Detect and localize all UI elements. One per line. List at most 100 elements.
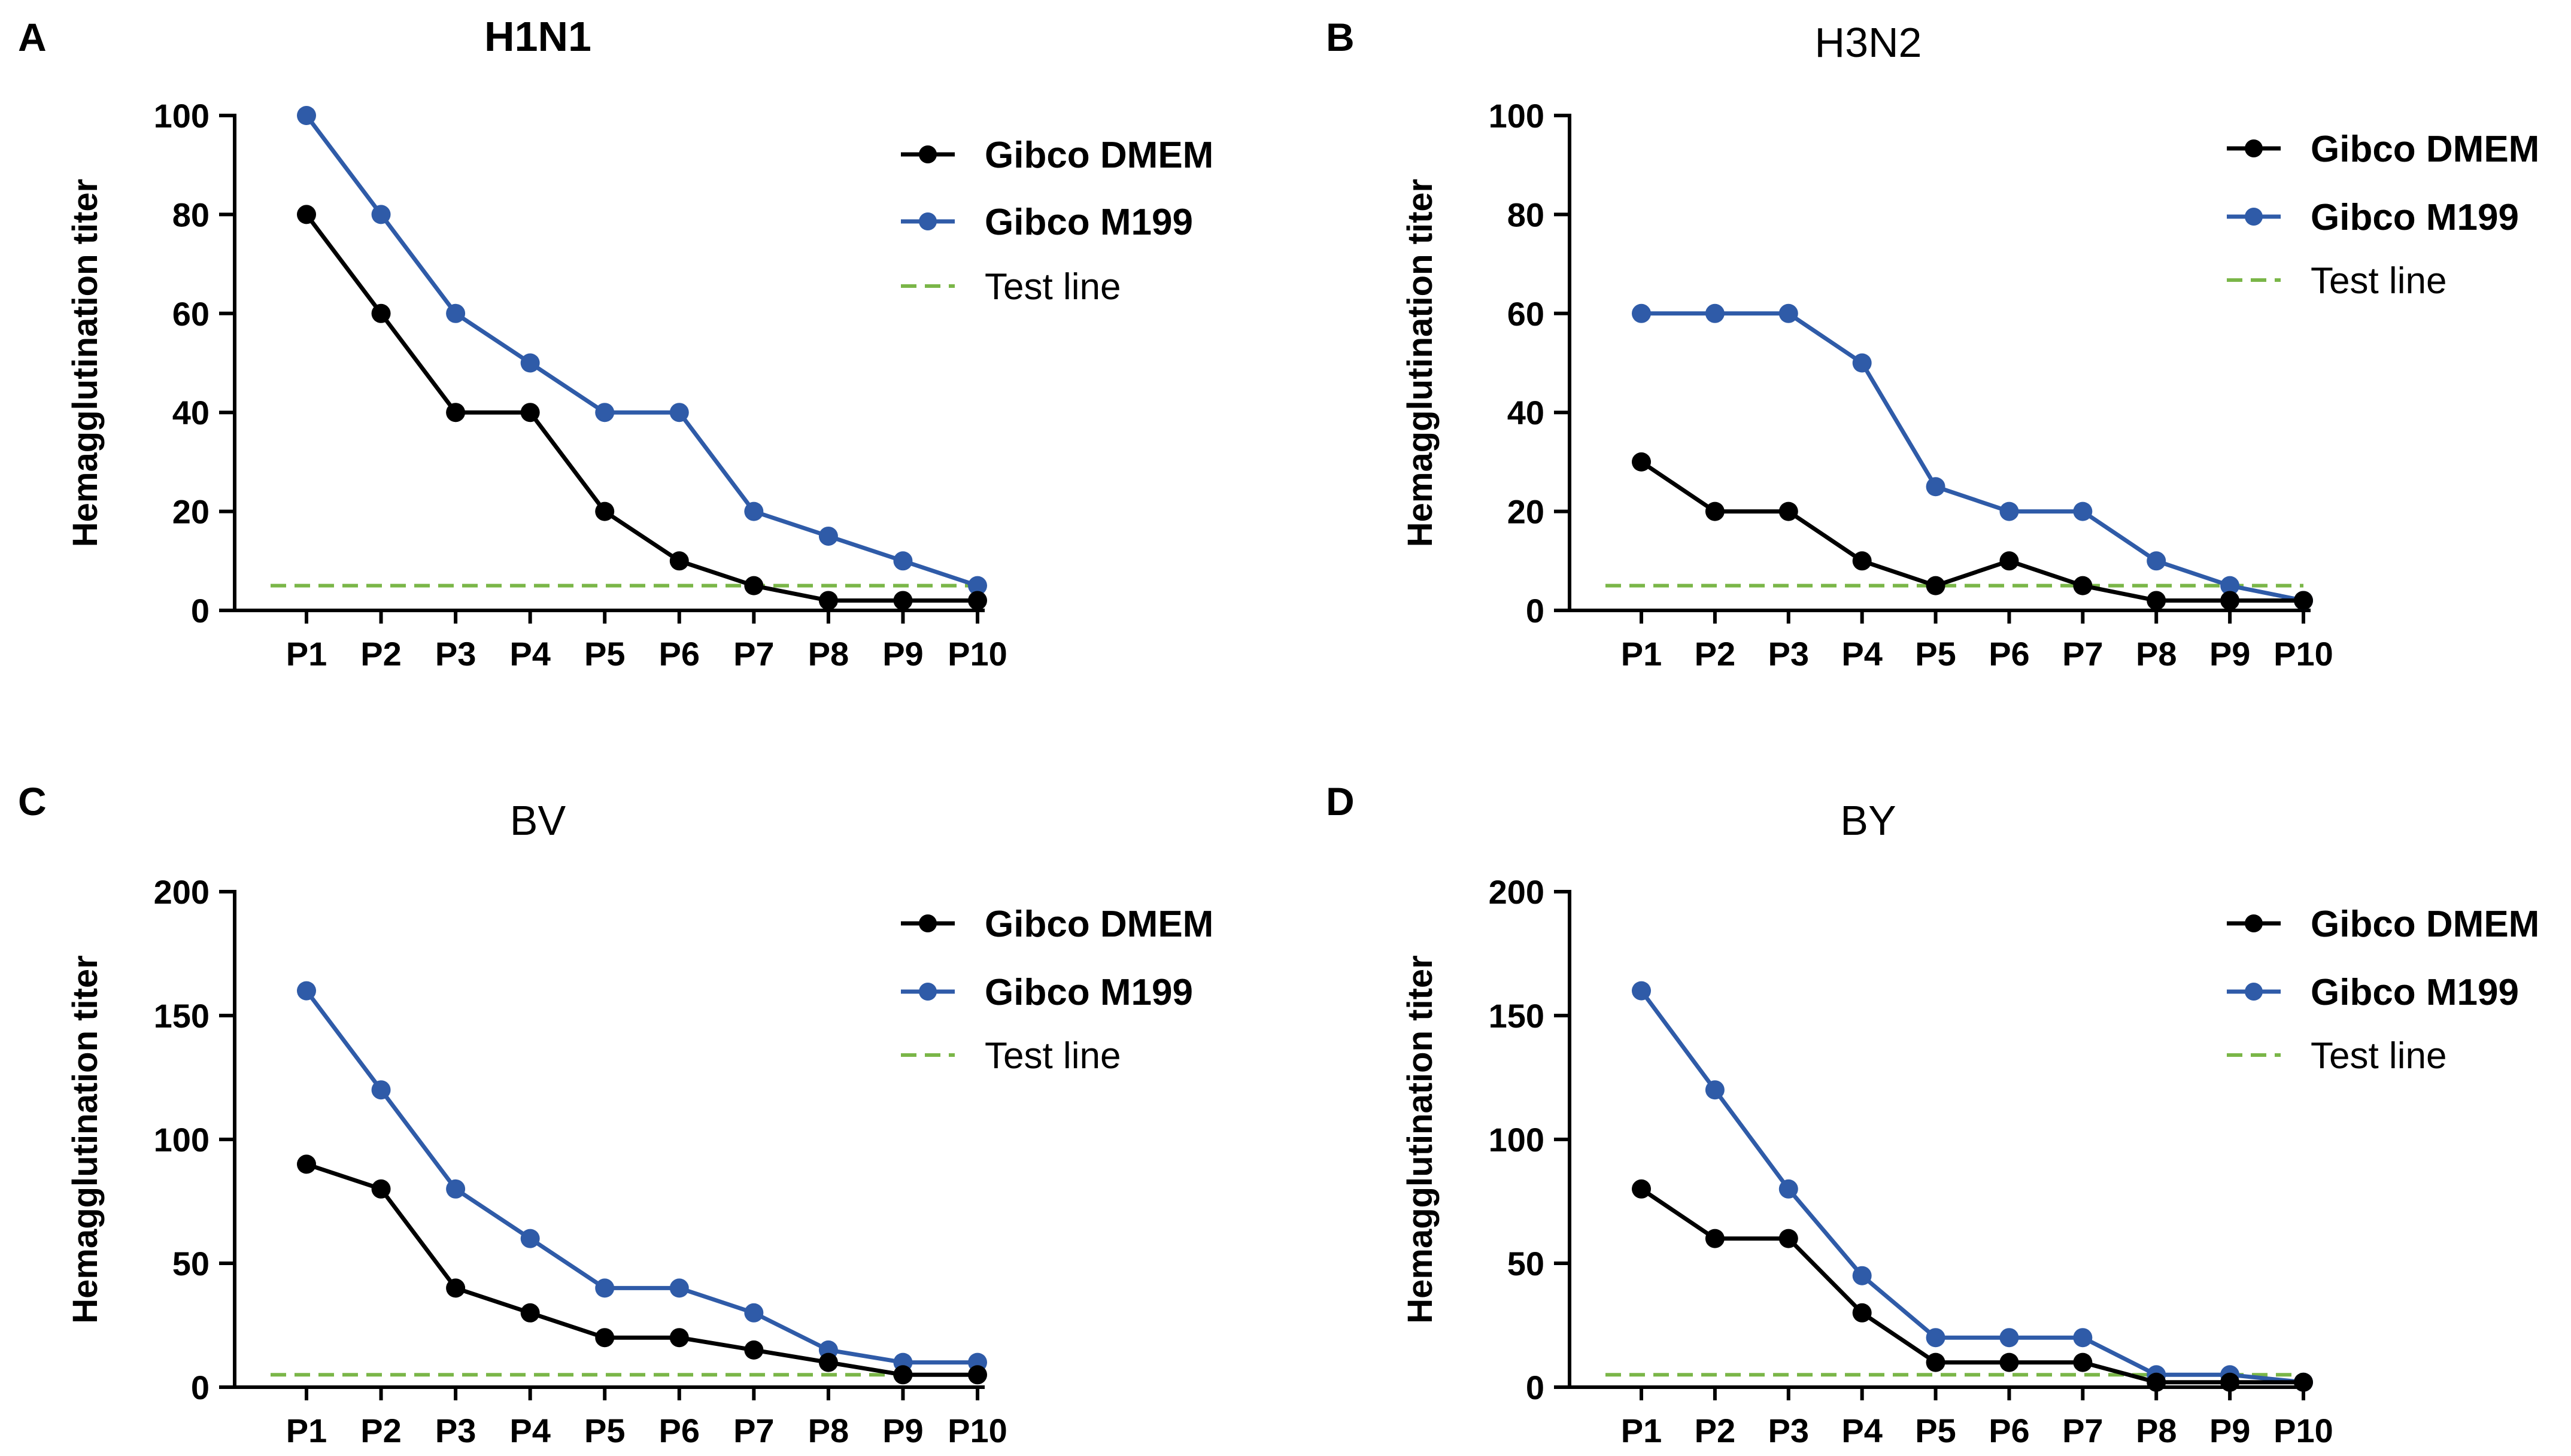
data-point-dmem: [968, 1365, 987, 1385]
legend-label-m199: Gibco M199: [985, 972, 1193, 1013]
data-point-m199: [669, 1278, 689, 1298]
data-point-dmem: [1999, 551, 2019, 571]
y-tick-label: 40: [172, 394, 210, 431]
series-line-dmem: [305, 213, 978, 603]
data-point-dmem: [595, 1328, 615, 1348]
x-tick-label: P6: [659, 635, 700, 673]
data-point-dmem: [2294, 1372, 2313, 1392]
x-tick-label: P5: [1915, 635, 1956, 673]
x-tick-label: P8: [808, 1412, 849, 1449]
data-point-m199: [968, 576, 987, 595]
data-point-m199: [1926, 477, 1945, 497]
chart-title: BY: [1840, 797, 1896, 844]
data-point-dmem: [2073, 1352, 2093, 1372]
data-point-dmem: [1852, 1303, 1872, 1323]
data-point-m199: [1632, 981, 1651, 1001]
chart-title: BV: [510, 797, 566, 844]
y-tick-label: 40: [1507, 394, 1544, 431]
y-tick-label: 200: [154, 873, 210, 911]
y-tick-label: 150: [154, 997, 210, 1035]
x-tick-label: P1: [286, 1412, 327, 1449]
data-point-dmem: [520, 1303, 540, 1323]
y-tick-label: 20: [1507, 493, 1544, 531]
legend-marker-dmem: [2245, 914, 2263, 932]
data-point-dmem: [744, 576, 764, 595]
x-tick-label: P6: [1989, 1412, 2030, 1449]
x-tick-label: P7: [733, 1412, 775, 1449]
y-tick-label: 80: [172, 196, 210, 233]
data-point-m199: [2073, 1328, 2093, 1348]
data-point-dmem: [595, 501, 615, 521]
data-point-m199: [1852, 353, 1872, 373]
data-point-m199: [520, 1229, 540, 1248]
y-tick-label: 200: [1489, 873, 1544, 911]
legend-label-dmem: Gibco DMEM: [985, 904, 1213, 945]
legend-label-dmem: Gibco DMEM: [985, 135, 1213, 176]
series-line-dmem: [305, 1162, 978, 1377]
data-point-dmem: [669, 1328, 689, 1348]
x-tick-label: P3: [1768, 635, 1810, 673]
x-tick-label: P1: [286, 635, 327, 673]
x-tick-label: P9: [2209, 1412, 2251, 1449]
x-tick-label: P4: [509, 1412, 551, 1449]
x-tick-label: P2: [1695, 635, 1736, 673]
x-tick-label: P9: [882, 635, 924, 673]
y-tick-label: 60: [172, 295, 210, 333]
chart-title: H3N2: [1815, 19, 1922, 66]
data-point-m199: [371, 1080, 391, 1100]
data-point-m199: [744, 1303, 764, 1323]
data-point-dmem: [371, 1179, 391, 1199]
panel-c: C BV Hemagglutination titer 0 50 100 150 200 P1 P…: [18, 779, 1213, 1449]
y-tick-label: 60: [1507, 295, 1544, 333]
y-axis-title: Hemagglutination titer: [66, 179, 105, 547]
x-tick-label: P9: [882, 1412, 924, 1449]
legend-label-test: Test line: [985, 266, 1121, 308]
x-tick-label: P1: [1621, 635, 1662, 673]
x-tick-label: P4: [509, 635, 551, 673]
x-tick-label: P3: [435, 1412, 476, 1449]
series-line-m199: [1640, 989, 2304, 1385]
x-tick-label: P3: [435, 635, 476, 673]
x-tick-label: P5: [1915, 1412, 1956, 1449]
series-line-m199: [1641, 311, 2304, 603]
x-tick-label: P2: [360, 1412, 402, 1449]
data-point-m199: [1778, 1179, 1798, 1199]
legend-label-dmem: Gibco DMEM: [2311, 129, 2539, 170]
data-point-dmem: [1778, 501, 1798, 521]
data-point-m199: [297, 981, 316, 1001]
data-point-m199: [2147, 551, 2166, 571]
panel-letter: A: [18, 15, 47, 59]
data-point-dmem: [2147, 591, 2166, 610]
legend-marker-dmem: [919, 914, 937, 932]
legend-label-test: Test line: [985, 1035, 1121, 1077]
x-tick-label: P6: [1989, 635, 2030, 673]
data-point-m199: [297, 106, 316, 125]
data-point-dmem: [1632, 452, 1651, 472]
x-tick-label: P1: [1621, 1412, 1662, 1449]
x-tick-label: P6: [659, 1412, 700, 1449]
y-tick-label: 100: [1489, 1121, 1544, 1159]
data-point-m199: [1705, 1080, 1725, 1100]
series-line-dmem: [1640, 460, 2303, 603]
y-tick-label: 0: [1526, 592, 1544, 630]
x-tick-label: P10: [2273, 635, 2333, 673]
x-tick-label: P2: [1695, 1412, 1736, 1449]
y-tick-label: 80: [1507, 196, 1544, 233]
x-tick-label: P9: [2209, 635, 2251, 673]
data-point-dmem: [1705, 501, 1725, 521]
series-line-dmem: [1640, 1187, 2303, 1385]
legend-marker-m199: [919, 983, 937, 1001]
x-tick-label: P7: [733, 635, 775, 673]
data-point-dmem: [1778, 1229, 1798, 1248]
data-point-dmem: [818, 591, 838, 610]
panel-d: D BY Hemagglutination titer 0 50 100 150 200 P1 P…: [1326, 779, 2539, 1449]
panel-letter: D: [1326, 779, 1355, 823]
x-tick-label: P10: [2273, 1412, 2333, 1449]
data-point-dmem: [2147, 1372, 2166, 1392]
data-point-m199: [1926, 1328, 1945, 1348]
legend-marker-m199: [919, 212, 937, 230]
x-tick-label: P3: [1768, 1412, 1810, 1449]
data-point-dmem: [1705, 1229, 1725, 1248]
x-tick-label: P8: [2136, 635, 2177, 673]
chart-title: H1N1: [484, 13, 591, 60]
